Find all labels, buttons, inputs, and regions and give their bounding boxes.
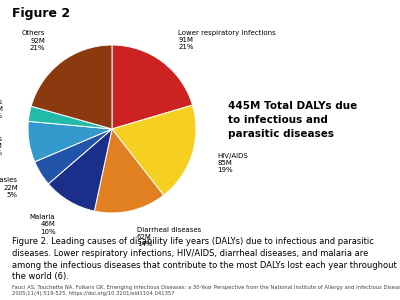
Text: Tuberculosis
35M
8%: Tuberculosis 35M 8% — [0, 136, 2, 156]
Text: Figure 2. Leading causes of disability life years (DALYs) due to infectious and : Figure 2. Leading causes of disability l… — [12, 237, 397, 281]
Text: Malaria
46M
10%: Malaria 46M 10% — [30, 214, 56, 235]
Wedge shape — [28, 106, 112, 129]
Wedge shape — [28, 121, 112, 162]
Text: 445M Total DALYs due
to infectious and
parasitic diseases: 445M Total DALYs due to infectious and p… — [228, 101, 357, 139]
Wedge shape — [35, 129, 112, 184]
Text: Others
92M
21%: Others 92M 21% — [22, 30, 45, 51]
Text: Figure 2: Figure 2 — [12, 8, 70, 20]
Text: Measles
22M
5%: Measles 22M 5% — [0, 177, 18, 198]
Wedge shape — [112, 105, 196, 195]
Text: HIV/AIDS
85M
19%: HIV/AIDS 85M 19% — [218, 153, 248, 173]
Wedge shape — [48, 129, 112, 211]
Wedge shape — [112, 45, 192, 129]
Text: Fauci AS, Touchette NA, Folkers GK. Emerging Infectious Diseases: a 30-Year Pers: Fauci AS, Touchette NA, Folkers GK. Emer… — [12, 285, 400, 296]
Wedge shape — [94, 129, 164, 213]
Text: Diarrheal diseases
62M
14%: Diarrheal diseases 62M 14% — [137, 227, 201, 247]
Text: Pertussis
13M
3%: Pertussis 13M 3% — [0, 99, 3, 119]
Wedge shape — [31, 45, 112, 129]
Text: Lower respiratory infections
91M
21%: Lower respiratory infections 91M 21% — [178, 30, 276, 50]
